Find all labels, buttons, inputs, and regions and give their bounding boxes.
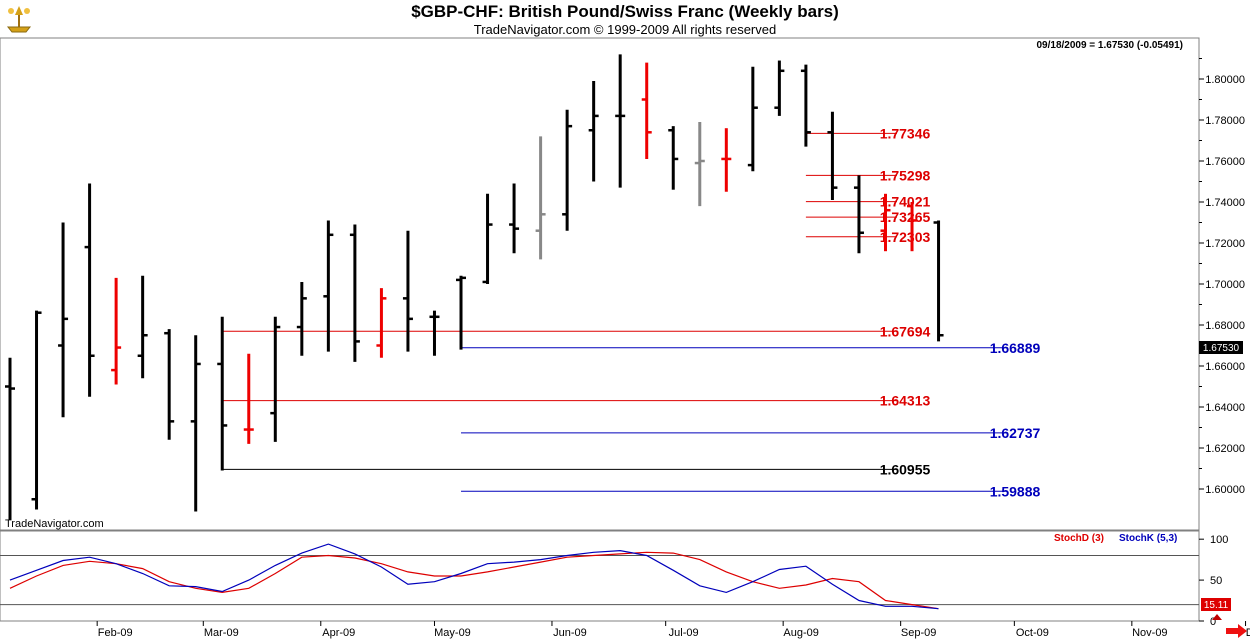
time-axis-label: Mar-09 bbox=[204, 627, 239, 639]
ohlc-bar bbox=[880, 193, 891, 252]
ohlc-bar bbox=[641, 62, 652, 159]
ohlc-bar bbox=[58, 222, 69, 418]
stoch-last-label: 15.11 bbox=[1204, 600, 1229, 611]
scroll-up-arrow-icon[interactable] bbox=[1212, 614, 1222, 620]
ohlc-bar bbox=[535, 136, 546, 260]
level-label: 1.62737 bbox=[990, 425, 1041, 441]
ohlc-bar bbox=[402, 230, 413, 352]
stoch-last-tag bbox=[1201, 598, 1231, 611]
level-label: 1.72303 bbox=[880, 229, 931, 245]
level-label: 1.59888 bbox=[990, 483, 1041, 499]
last-price-label: 1.67530 bbox=[1203, 343, 1240, 354]
ohlc-bar bbox=[243, 353, 254, 444]
time-axis-label: Aug-09 bbox=[783, 627, 818, 639]
level-label: 1.74021 bbox=[880, 194, 931, 210]
ohlc-bar bbox=[800, 64, 811, 147]
ohlc-bar bbox=[933, 220, 944, 342]
level-label: 1.73265 bbox=[880, 209, 931, 225]
price-panel bbox=[0, 37, 1200, 531]
level-label: 1.77346 bbox=[880, 125, 931, 141]
price-axis-label: 1.80000 bbox=[1205, 74, 1245, 86]
ohlc-bar bbox=[349, 224, 360, 362]
ohlc-bar bbox=[164, 329, 175, 440]
ohlc-bar bbox=[5, 357, 15, 520]
stochastic-panel bbox=[0, 530, 1200, 622]
scroll-right-arrow-icon[interactable] bbox=[1226, 624, 1247, 638]
chart-subtitle: TradeNavigator.com © 1999-2009 All right… bbox=[473, 22, 777, 37]
ohlc-bar bbox=[456, 275, 467, 350]
price-axis-label: 1.62000 bbox=[1205, 443, 1245, 455]
ohlc-bar bbox=[694, 122, 705, 207]
ohlc-bar bbox=[429, 310, 440, 356]
price-axis-label: 1.66000 bbox=[1205, 361, 1245, 373]
ohlc-bar bbox=[721, 128, 732, 192]
ohlc-bar bbox=[296, 281, 307, 356]
ohlc-bar bbox=[588, 81, 599, 182]
time-axis-label: Nov-09 bbox=[1132, 627, 1167, 639]
level-label: 1.60955 bbox=[880, 461, 931, 477]
time-axis-label: May-09 bbox=[434, 627, 471, 639]
legend-stochd: StochD (3) bbox=[1054, 533, 1104, 544]
trade-navigator-logo-icon bbox=[6, 6, 32, 33]
ohlc-bar bbox=[482, 193, 493, 284]
time-axis-label: Feb-09 bbox=[98, 627, 133, 639]
price-axis-label: 1.64000 bbox=[1205, 402, 1245, 414]
legend-stochk: StochK (5,3) bbox=[1119, 533, 1177, 544]
ohlc-bar bbox=[853, 175, 864, 254]
ohlc-bar bbox=[323, 220, 334, 352]
stoch-axis-label: 0 bbox=[1210, 616, 1216, 628]
ohlc-bar bbox=[137, 275, 148, 379]
price-axis-label: 1.72000 bbox=[1205, 238, 1245, 250]
chart-title: $GBP-CHF: British Pound/Swiss Franc (Wee… bbox=[411, 2, 839, 21]
price-axis-label: 1.60000 bbox=[1205, 484, 1245, 496]
ohlc-bar bbox=[190, 335, 201, 512]
stochk-line bbox=[9, 543, 939, 610]
watermark: TradeNavigator.com bbox=[5, 518, 104, 530]
ohlc-bar bbox=[615, 54, 626, 188]
level-label: 1.66889 bbox=[990, 340, 1041, 356]
ohlc-bar bbox=[747, 66, 758, 172]
ohlc-bar bbox=[827, 111, 838, 200]
price-axis-label: 1.74000 bbox=[1205, 197, 1245, 209]
time-axis-label: Apr-09 bbox=[322, 627, 355, 639]
time-axis-label: Jul-09 bbox=[669, 627, 699, 639]
ohlc-bar bbox=[562, 109, 573, 231]
level-label: 1.75298 bbox=[880, 167, 931, 183]
price-axis-label: 1.76000 bbox=[1205, 156, 1245, 168]
level-label: 1.67694 bbox=[880, 323, 931, 339]
level-label: 1.64313 bbox=[880, 393, 931, 409]
ohlc-bar bbox=[509, 183, 520, 254]
stoch-axis-label: 50 bbox=[1210, 575, 1222, 587]
price-axis-label: 1.68000 bbox=[1205, 320, 1245, 332]
ohlc-bar bbox=[668, 126, 679, 190]
ohlc-bar bbox=[31, 310, 42, 510]
time-axis-label: Dec-09 bbox=[1246, 627, 1250, 639]
time-axis-label: Sep-09 bbox=[901, 627, 936, 639]
ohlc-bar bbox=[84, 183, 95, 397]
ohlc-bar bbox=[907, 202, 918, 252]
time-axis-label: Jun-09 bbox=[553, 627, 587, 639]
stoch-axis-label: 100 bbox=[1210, 534, 1228, 546]
price-axis-label: 1.70000 bbox=[1205, 279, 1245, 291]
ohlc-bar bbox=[217, 316, 228, 471]
time-axis-label: Oct-09 bbox=[1016, 627, 1049, 639]
price-readout: 09/18/2009 = 1.67530 (-0.05491) bbox=[1036, 40, 1183, 51]
ohlc-bar bbox=[270, 316, 281, 442]
last-price-tag bbox=[1199, 341, 1243, 354]
price-axis-label: 1.78000 bbox=[1205, 115, 1245, 127]
ohlc-bar bbox=[376, 288, 387, 358]
ohlc-bar bbox=[774, 60, 785, 116]
stochd-line bbox=[9, 551, 939, 610]
ohlc-bar bbox=[111, 277, 122, 385]
